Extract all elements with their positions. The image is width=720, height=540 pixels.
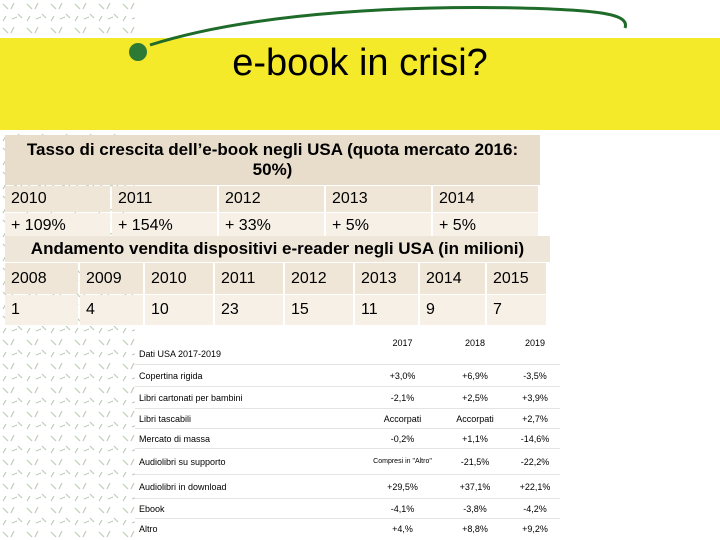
yellow-band [0,38,720,130]
header-cell: 2012 [285,263,353,294]
value-cell: +2,7% [510,408,560,428]
value-cell: + 5% [326,213,431,238]
value-cell: +29,5% [365,474,440,498]
row-label: Audiolibri in download [135,474,365,498]
header-cell: 2011 [112,186,217,212]
value-cell: -4,2% [510,498,560,518]
value-cell: +8,8% [440,518,510,538]
slide-title: e-book in crisi? [232,42,488,84]
value-cell: 7 [487,295,546,325]
header-cell: 2018 [464,338,486,348]
header-cell: 2019 [524,338,546,348]
value-cell: -2,1% [365,386,440,408]
value-cell: -0,2% [365,428,440,448]
value-cell: -4,1% [365,498,440,518]
value-cell: + 109% [5,213,110,238]
value-cell: +3,0% [365,364,440,386]
row-label: Mercato di massa [135,428,365,448]
header-cell: 2015 [487,263,546,294]
value-cell: +1,1% [440,428,510,448]
value-cell: Accorpati [440,408,510,428]
decor-line [149,6,627,47]
value-cell: Accorpati [365,408,440,428]
header-cell: 2017 [392,338,413,348]
value-cell: +22,1% [510,474,560,498]
value-cell: 10 [145,295,213,325]
value-cell: +4,% [365,518,440,538]
value-cell: 9 [420,295,485,325]
value-cell: 15 [285,295,353,325]
header-cell: 2010 [5,186,110,212]
header-cell: 2008 [5,263,78,294]
value-cell: 11 [355,295,418,325]
table-title: Tasso di crescita dell’e-book negli USA … [5,135,540,185]
value-cell: 23 [215,295,283,325]
value-cell: -21,5% [440,448,510,474]
header-cell: 2014 [420,263,485,294]
caption: Dati USA 2017-2019 [139,349,222,359]
row-label: Altro [135,518,365,538]
header-cell: 2014 [433,186,538,212]
value-cell: +2,5% [440,386,510,408]
value-cell: -3,8% [440,498,510,518]
table-title: Andamento vendita dispositivi e-reader n… [5,236,550,262]
value-cell: +9,2% [510,518,560,538]
header-cell: 2012 [219,186,324,212]
value-cell: -3,5% [510,364,560,386]
value-cell: + 5% [433,213,538,238]
row-label: Libri cartonati per bambini [135,386,365,408]
value-cell: -14,6% [510,428,560,448]
row-label: Audiolibri su supporto [135,448,365,474]
header-cell: 2011 [215,263,283,294]
value-cell: -22,2% [510,448,560,474]
value-cell: 1 [5,295,78,325]
header-cell: 2013 [355,263,418,294]
value-cell: + 154% [112,213,217,238]
value-cell: + 33% [219,213,324,238]
row-label: Ebook [135,498,365,518]
row-label: Libri tascabili [135,408,365,428]
header-cell: 2009 [80,263,143,294]
row-label: Copertina rigida [135,364,365,386]
header-cell: 2013 [326,186,431,212]
value-cell: 4 [80,295,143,325]
header-cell: 2010 [145,263,213,294]
value-cell: Compresi in "Altro" [365,448,440,474]
value-cell: +6,9% [440,364,510,386]
value-cell: +37,1% [440,474,510,498]
value-cell: +3,9% [510,386,560,408]
decor-ball [129,43,147,61]
